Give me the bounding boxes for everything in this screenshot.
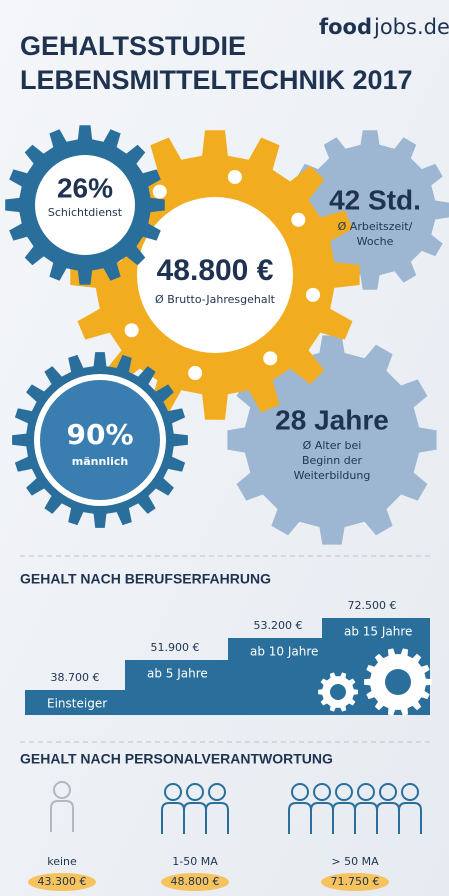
- section-title: GEHALT NACH PERSONALVERANTWORTUNG: [20, 751, 333, 767]
- step-label: ab 5 Jahre: [147, 667, 208, 681]
- person-icon: [379, 783, 397, 801]
- group-label: 1-50 MA: [172, 855, 218, 868]
- gear-value: 90%: [66, 418, 133, 451]
- group-amount: 43.300 €: [38, 875, 87, 888]
- gear-hole: [291, 212, 306, 227]
- gear-value: 48.800 €: [157, 254, 274, 287]
- gear-label: Weiterbildung: [294, 469, 371, 482]
- logo: jobs.de: [373, 15, 449, 39]
- people: keine 43.300 € 1-50 MA 48.800 € > 50 MA 71.75…: [28, 781, 422, 891]
- title: LEBENSMITTELTECHNIK 2017: [20, 65, 413, 95]
- person-icon: [401, 783, 419, 801]
- step-amount: 72.500 €: [348, 599, 397, 612]
- amount-highlight: [321, 873, 389, 891]
- gear-hole: [124, 323, 139, 338]
- gear-center: [40, 380, 160, 500]
- gear-label: männlich: [72, 455, 128, 468]
- step-amount: 51.900 €: [151, 641, 200, 654]
- logo: food: [319, 15, 372, 39]
- gear: [227, 335, 437, 545]
- steps: Einsteiger 38.700 € ab 5 Jahre 51.900 € ab 1…: [47, 599, 432, 716]
- gears: [5, 125, 449, 545]
- step-label: ab 15 Jahre: [344, 625, 412, 639]
- person-icon: [357, 783, 375, 801]
- gear-hole: [188, 366, 203, 381]
- gear-center: [35, 155, 135, 255]
- amount-highlight: [161, 873, 229, 891]
- group-label: keine: [47, 855, 77, 868]
- gear-label: Ø Alter bei: [303, 439, 362, 452]
- gear-label: Beginn der: [302, 454, 363, 467]
- gear-icon: [330, 684, 346, 700]
- amount-highlight: [28, 873, 96, 891]
- gear-label: Woche: [357, 235, 394, 248]
- gear-label: Schichtdienst: [48, 206, 123, 219]
- gear-hole: [152, 184, 167, 199]
- gear-value: 28 Jahre: [275, 404, 389, 435]
- step-amount: 53.200 €: [254, 619, 303, 632]
- gear-hole: [263, 351, 278, 366]
- gear-hole: [227, 169, 242, 184]
- section-title: GEHALT NACH BERUFSERFAHRUNG: [20, 571, 271, 587]
- step-label: Einsteiger: [47, 697, 107, 711]
- gear-label: Ø Brutto-Jahresgehalt: [155, 293, 276, 306]
- step-label: ab 10 Jahre: [250, 645, 318, 659]
- person-icon: [291, 783, 309, 801]
- gear-icon: [385, 669, 411, 695]
- person-icon: [164, 783, 182, 801]
- person-icon: [205, 802, 229, 834]
- title: GEHALTSSTUDIE: [20, 31, 246, 61]
- step-amount: 38.700 €: [51, 671, 100, 684]
- group-amount: 48.800 €: [171, 875, 220, 888]
- person-icon: [398, 802, 422, 834]
- gear-value: 42 Std.: [329, 184, 421, 215]
- person-icon: [53, 781, 71, 799]
- group-label: > 50 MA: [331, 855, 379, 868]
- person-icon: [50, 800, 74, 832]
- gear-hole: [306, 287, 321, 302]
- gear-value: 26%: [57, 172, 113, 203]
- person-icon: [186, 783, 204, 801]
- person-icon: [335, 783, 353, 801]
- person-icon: [208, 783, 226, 801]
- gear-label: Ø Arbeitszeit/: [338, 220, 413, 233]
- person-icon: [313, 783, 331, 801]
- gear-center: [137, 197, 293, 353]
- group-amount: 71.750 €: [331, 875, 380, 888]
